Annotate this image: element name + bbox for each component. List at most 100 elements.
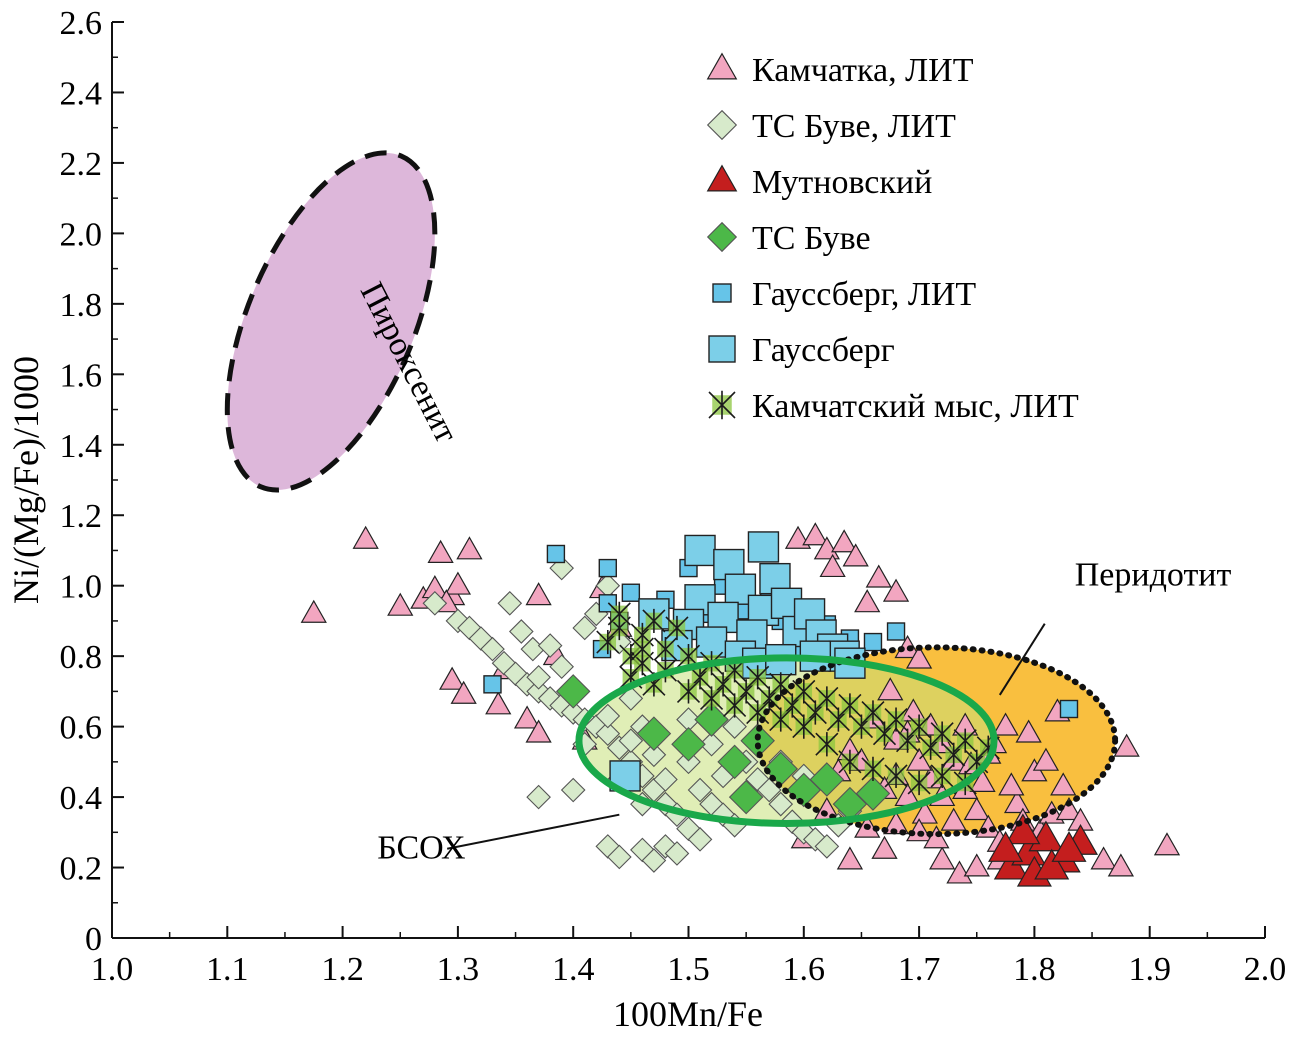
data-point [641, 742, 667, 768]
data-point [444, 571, 472, 595]
data-point [942, 742, 966, 767]
data-point [1090, 846, 1117, 870]
data-point [468, 626, 494, 651]
y-tick-label: 0.8 [60, 639, 103, 676]
legend-item: Мутновский [706, 164, 932, 201]
data-point [526, 784, 551, 810]
data-point [508, 619, 534, 644]
data-point [537, 686, 563, 711]
data-point [1107, 853, 1135, 877]
data-point [747, 531, 780, 563]
data-point [1032, 747, 1060, 771]
y-tick-label: 1.2 [60, 498, 103, 535]
data-point [427, 539, 454, 563]
data-point [963, 796, 990, 821]
data-point [768, 791, 794, 817]
data-point [699, 686, 724, 711]
legend-item: Камчатка, ЛИТ [706, 52, 974, 89]
data-point [884, 763, 908, 789]
x-tick-label: 1.9 [1128, 951, 1171, 988]
data-point [992, 712, 1019, 736]
pyroxenite-field-outline [224, 150, 438, 493]
data-point [497, 590, 523, 616]
data-point [865, 564, 892, 588]
data-point [607, 601, 631, 626]
data-point [653, 637, 678, 662]
data-point [728, 779, 764, 815]
data-point [723, 693, 747, 718]
data-point [630, 637, 654, 662]
data-point [1113, 733, 1140, 757]
legend-item: Камчатский мыс, ЛИТ [708, 388, 1079, 425]
x-tick-label: 1.4 [552, 951, 595, 988]
data-point [480, 636, 505, 662]
data-point [842, 543, 869, 567]
annotation-leader-line [446, 813, 620, 850]
annotation-leader-line [998, 623, 1046, 696]
legend: Камчатка, ЛИТ ТС Буве, ЛИТ Мутновский ТС Бу… [706, 52, 1079, 425]
y-tick-label: 2.0 [60, 216, 103, 253]
data-point [537, 633, 563, 658]
legend-label: Гауссберг, ЛИТ [752, 276, 976, 313]
data-point [849, 714, 874, 739]
data-point [525, 582, 552, 606]
data-point [809, 762, 845, 797]
data-point [838, 693, 862, 718]
data-point [1050, 772, 1077, 796]
y-tick-label: 2.4 [60, 75, 103, 112]
data-point [907, 714, 931, 739]
x-tick-label: 1.1 [206, 951, 249, 988]
data-point [907, 770, 931, 796]
data-point [1005, 813, 1041, 845]
x-axis-label: 100Mn/Fe [613, 994, 763, 1034]
data-point [560, 777, 586, 803]
data-point [387, 592, 414, 616]
annotation-label: Перидотит [1075, 557, 1232, 594]
data-point [687, 777, 713, 803]
data-point [606, 844, 632, 870]
data-point [549, 654, 574, 680]
legend-marker [708, 335, 736, 363]
series-2 [988, 813, 1099, 887]
data-point [456, 536, 483, 560]
y-tick-label: 0.2 [60, 851, 103, 888]
data-point [905, 645, 933, 669]
data-point [746, 665, 770, 690]
legend-label: ТС Буве [752, 220, 871, 257]
data-point [963, 853, 990, 877]
data-point [722, 714, 747, 739]
data-point [713, 548, 745, 581]
data-point [598, 558, 617, 578]
data-point [671, 726, 706, 762]
y-tick-label: 0.6 [60, 710, 103, 747]
data-point [861, 700, 885, 725]
axes-layer: 1.0 1.1 1.2 1.3 1.4 1.5 1.6 1.7 1.8 1.9 2.0 0 0.2 0.4… [60, 5, 1287, 988]
y-tick-label: 1.8 [60, 287, 103, 324]
data-point [802, 522, 829, 546]
data-point [930, 763, 954, 789]
data-point [687, 827, 713, 852]
data-point [815, 686, 839, 711]
data-point [520, 636, 546, 662]
legend-item: Гауссберг, ЛИТ [712, 276, 976, 313]
legend-marker [708, 390, 736, 420]
y-axis-label: Ni/(Mg/Fe)/1000 [6, 356, 46, 604]
data-point [699, 731, 724, 757]
data-point [884, 707, 908, 732]
data-point [855, 776, 891, 811]
data-point [450, 680, 477, 704]
legend-item: Гауссберг [708, 332, 895, 369]
data-point [988, 831, 1024, 862]
y-tick-label: 1.4 [60, 428, 103, 465]
data-point [896, 728, 920, 753]
data-point [814, 834, 840, 859]
y-tick-label: 1.0 [60, 569, 103, 606]
data-point [636, 716, 672, 751]
data-point [831, 529, 858, 553]
data-point [618, 686, 644, 711]
pyroxenite-field [227, 152, 435, 491]
data-point [555, 674, 591, 709]
data-point [930, 721, 954, 746]
data-point [872, 721, 897, 746]
